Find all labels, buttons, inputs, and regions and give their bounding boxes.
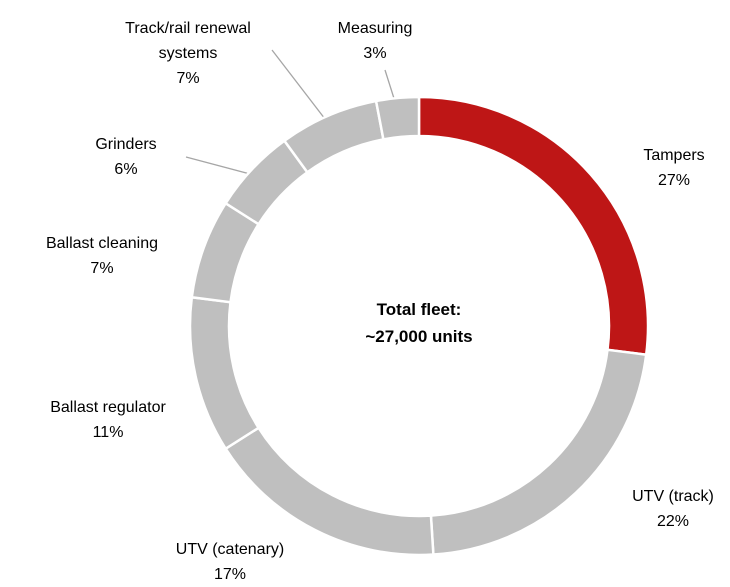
category-label: Tampers (643, 147, 705, 164)
category-label: Track/rail renewal systems (125, 20, 251, 62)
category-label: Measuring (337, 20, 413, 37)
value-label: 7% (90, 260, 114, 277)
value-label: 17% (213, 566, 247, 583)
donut-segment (223, 426, 435, 557)
donut-segment (188, 295, 261, 451)
data-label: Tampers 27% (643, 143, 704, 193)
category-label: Grinders (95, 136, 157, 153)
value-label: 7% (176, 70, 200, 87)
category-label: UTV (track) (632, 488, 714, 505)
category-label: Ballast cleaning (45, 235, 159, 252)
center-line: ~27,000 units (365, 327, 473, 346)
center-line: Total fleet: (376, 300, 462, 319)
data-label: Ballast regulator 11% (50, 395, 166, 445)
donut-segment (429, 348, 648, 556)
value-label: 11% (92, 424, 124, 441)
value-label: 3% (363, 45, 387, 62)
donut-segment (374, 95, 421, 141)
data-label: UTV (catenary) 17% (176, 537, 284, 587)
category-label: Ballast regulator (50, 399, 166, 416)
donut-segment (282, 99, 385, 175)
value-label: 27% (657, 172, 691, 189)
value-label: 22% (656, 513, 690, 530)
data-label: Track/rail renewal systems 7% (124, 16, 252, 91)
category-label: UTV (catenary) (175, 541, 285, 558)
center-label: Total fleet: ~27,000 units (365, 296, 472, 350)
data-label: Grinders 6% (95, 132, 156, 182)
data-label: Measuring 3% (338, 16, 413, 66)
data-label: UTV (track) 22% (632, 484, 714, 534)
value-label: 6% (114, 161, 138, 178)
data-label: Ballast cleaning 7% (46, 231, 158, 281)
